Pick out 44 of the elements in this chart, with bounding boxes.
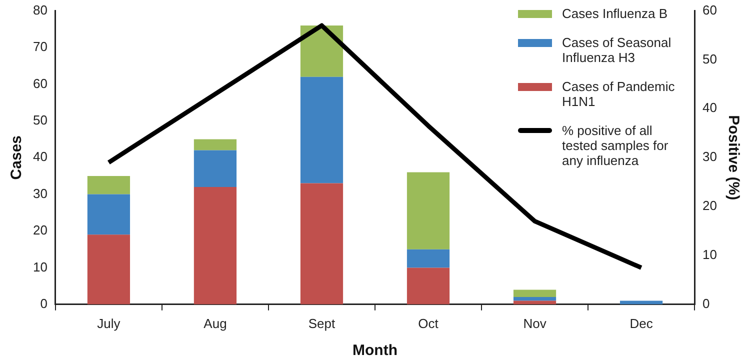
y2-tick-label: 30 [702,149,718,164]
x-tick-label: Oct [418,316,439,331]
legend-label: Cases Influenza B [562,6,668,21]
bar [87,194,130,235]
y-axis-title: Cases [8,136,26,180]
bar [300,183,344,304]
y2-axis-title: Positive (%) [724,115,742,200]
y-tick-label: 30 [32,186,48,201]
y2-tick-label: 20 [702,198,718,214]
bar [194,186,237,304]
x-axis-title: Month [352,342,398,360]
x-tick-label: July [97,316,121,331]
x-tick-label: Aug [204,316,227,331]
y2-tick-label: 60 [702,2,718,18]
y-tick-label: 40 [32,149,48,164]
y2-tick-label: 0 [702,296,710,311]
y2-tick-label: 10 [702,247,718,262]
bar [620,300,663,304]
y-tick-label: 60 [32,76,48,91]
bar [406,172,450,250]
bar [513,300,556,304]
y-tick-label: 70 [32,39,48,54]
bar [300,76,344,184]
bar [87,234,130,304]
y-tick-label: 10 [32,259,48,274]
x-tick-label: Dec [630,316,654,331]
bar [513,297,556,301]
bar [194,139,237,150]
bar [194,150,237,187]
legend-label: Cases of Pandemic H1N1 [562,79,676,109]
y-tick-label: 0 [40,296,48,311]
x-tick-label: Sept [308,316,336,331]
y-tick-label: 80 [32,2,48,18]
legend-label: % positive of all tested samples for any influenza [562,123,670,168]
y-tick-label: 50 [32,112,48,128]
y-tick-label: 20 [32,222,48,238]
y2-tick-label: 40 [702,100,718,116]
x-tick-label: Nov [523,316,547,331]
bar [406,268,450,304]
bar [406,249,450,268]
legend-label: Cases of Seasonal Influenza H3 [562,35,672,65]
bar [87,176,130,194]
bar [513,290,556,298]
y2-tick-label: 50 [702,51,718,66]
